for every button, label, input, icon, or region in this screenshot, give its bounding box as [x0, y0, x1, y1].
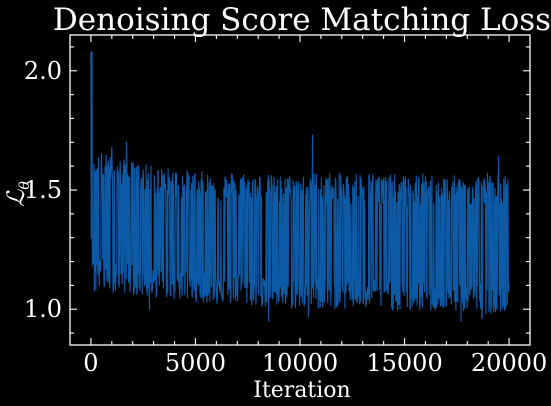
loss-series-line: [90, 51, 510, 322]
y-axis-ticks: 1.0 1.5 2.0: [24, 46, 530, 334]
x-tick-label: 5000: [165, 349, 226, 377]
plot-area: [90, 51, 510, 322]
y-axis-label-group: ℒθ: [2, 181, 33, 207]
x-tick-label: 20000: [471, 349, 547, 377]
chart-title: Denoising Score Matching Loss: [53, 2, 551, 38]
y-tick-label: 1.5: [24, 176, 62, 204]
x-tick-label: 0: [83, 349, 98, 377]
y-tick-label: 1.0: [24, 295, 62, 323]
y-axis-label-main: ℒ: [2, 189, 30, 207]
x-axis-label: Iteration: [253, 378, 350, 403]
x-axis-ticks: 0 5000 10000 15000 20000: [83, 35, 547, 377]
y-tick-label: 2.0: [24, 57, 62, 85]
y-axis-label-subscript: θ: [17, 181, 33, 190]
x-tick-label: 10000: [262, 349, 338, 377]
y-axis-label: ℒθ: [2, 181, 33, 207]
x-tick-label: 15000: [366, 349, 442, 377]
